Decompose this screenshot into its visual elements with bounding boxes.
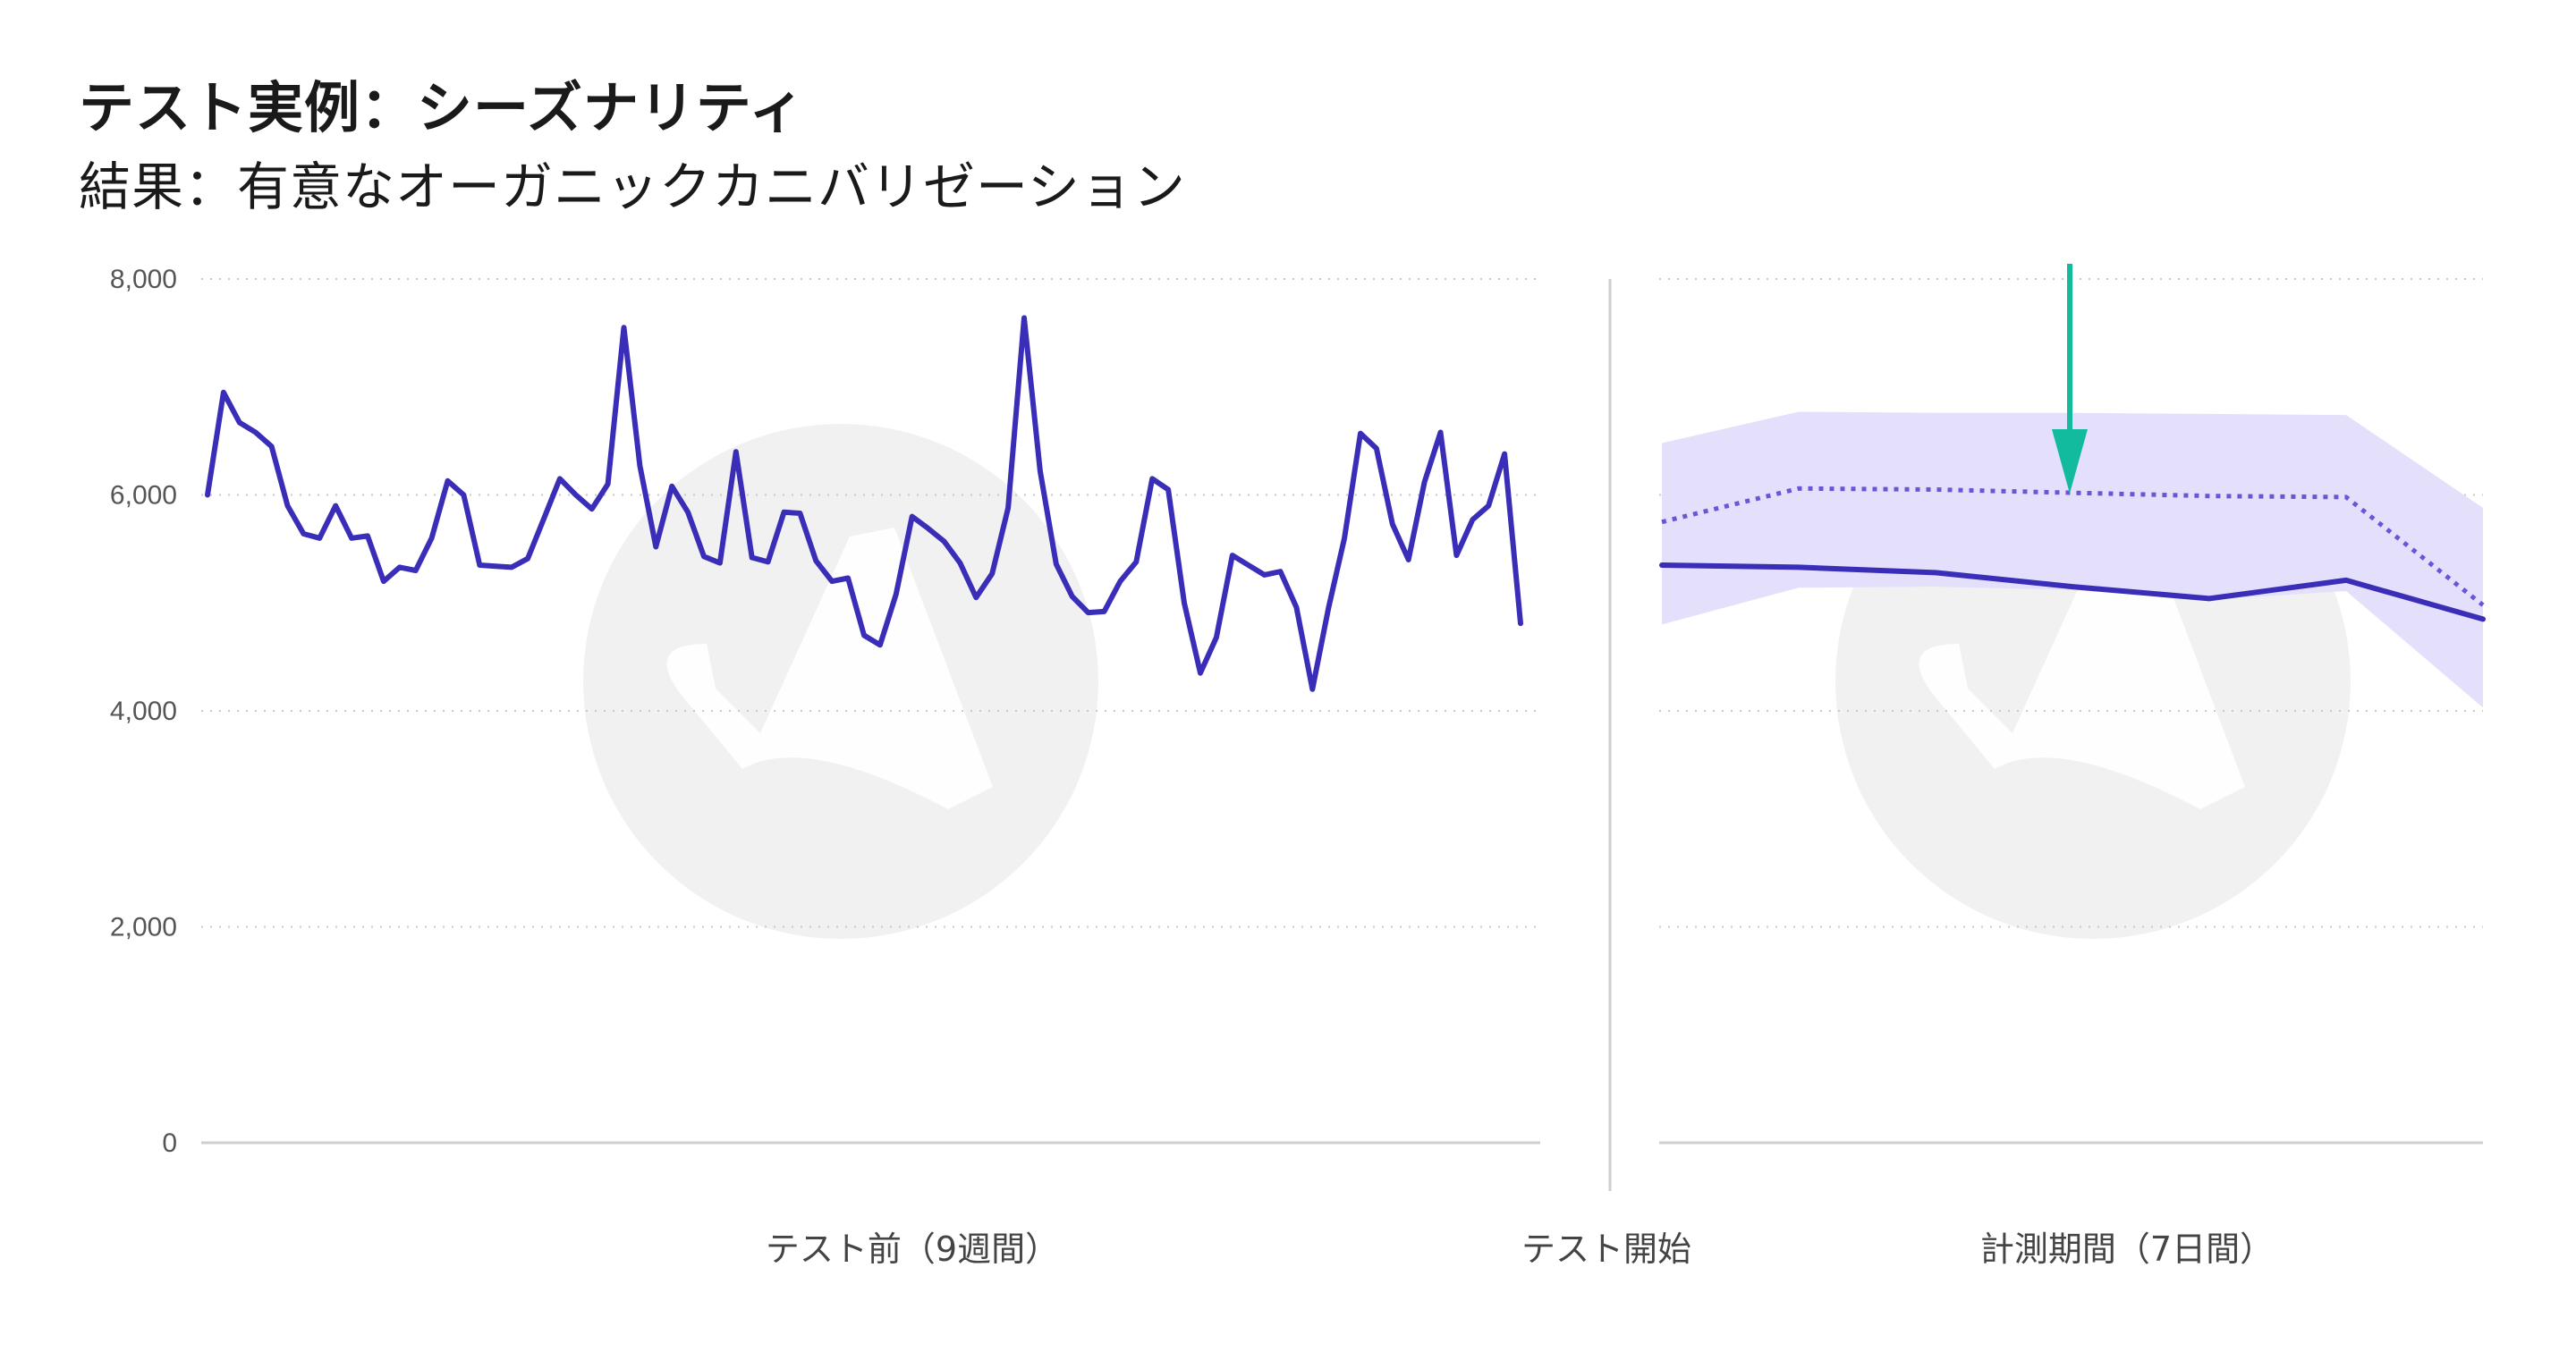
watermark-left-icon <box>583 424 1098 939</box>
y-tick-label: 4,000 <box>110 697 177 726</box>
confidence-band <box>1662 411 2483 708</box>
y-tick-label: 8,000 <box>110 265 177 294</box>
x-label-test-start: テスト開始 <box>1521 1229 1691 1269</box>
y-tick-label: 6,000 <box>110 481 177 511</box>
actual-series-line <box>1659 562 2486 622</box>
chart-subtitle: 結果：有意なオーガニックカニバリゼーション <box>79 156 1186 217</box>
x-label-pre-test: テスト前（9週間） <box>766 1229 1059 1269</box>
x-label-post-test: 計測期間（7日間） <box>1980 1229 2274 1269</box>
y-tick-label: 0 <box>162 1128 177 1158</box>
y-axis-ticks: 0 2,000 4,000 6,000 8,000 <box>110 265 177 1158</box>
predicted-series-line <box>1661 486 2485 607</box>
y-tick-label: 2,000 <box>110 913 177 942</box>
highlight-arrow-icon <box>2052 264 2088 494</box>
chart-title: テスト実例：シーズナリティ <box>79 75 806 140</box>
pre-test-series-line <box>205 315 1523 692</box>
